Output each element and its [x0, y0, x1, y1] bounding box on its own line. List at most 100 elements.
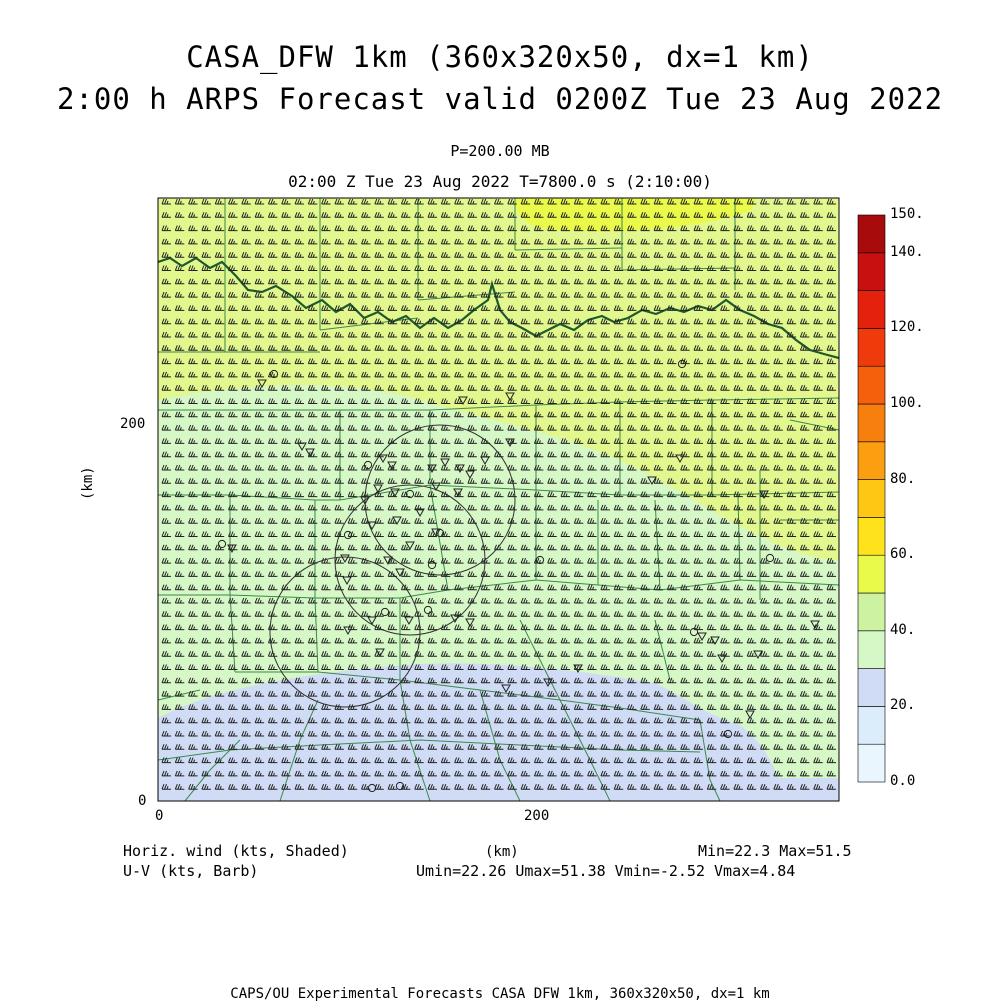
wind-barb: [174, 704, 185, 710]
wind-barb: [214, 557, 225, 564]
station-circle: [427, 560, 437, 570]
wind-barb: [533, 784, 544, 790]
station-circle: [765, 553, 775, 563]
wind-barb: [427, 544, 437, 551]
wind-barb: [666, 198, 677, 205]
wind-barb: [214, 212, 225, 218]
wind-barb: [174, 597, 185, 604]
wind-barb: [440, 677, 451, 684]
wind-barb: [560, 730, 570, 737]
wind-barb: [161, 265, 171, 271]
wind-barb: [374, 464, 384, 471]
wind-barb: [826, 770, 836, 777]
wind-barb: [440, 664, 451, 670]
wind-barb: [720, 571, 730, 577]
wind-barb: [653, 744, 664, 750]
wind-barb: [494, 291, 504, 298]
wind-barb: [400, 651, 411, 657]
wind-barb: [813, 544, 823, 551]
wind-barb: [520, 411, 531, 418]
wind-barb: [321, 597, 331, 604]
wind-barb: [427, 451, 437, 458]
wind-barb: [773, 531, 783, 537]
wind-barb: [520, 398, 531, 404]
wind-barb: [201, 371, 211, 378]
wind-barb: [347, 784, 358, 790]
wind-barb: [480, 611, 491, 617]
wind-barb: [414, 212, 424, 218]
wind-barb: [520, 677, 531, 684]
wind-barb: [547, 278, 557, 285]
wind-barb: [334, 345, 344, 351]
wind-barb: [547, 305, 557, 311]
wind-barb: [334, 491, 344, 498]
wind-barb: [400, 278, 411, 285]
wind-barb: [174, 584, 185, 591]
wind-barb: [666, 318, 677, 325]
wind-barb: [174, 385, 185, 391]
wind-barb: [241, 345, 251, 351]
wind-barb: [307, 198, 318, 205]
wind-barb: [627, 238, 637, 245]
wind-barb: [680, 238, 690, 245]
wind-barb: [374, 557, 384, 564]
wind-barb: [799, 252, 810, 258]
wind-barb: [267, 504, 278, 511]
wind-barb: [414, 252, 424, 258]
wind-barb: [494, 518, 504, 524]
wind-barb: [600, 305, 610, 311]
wind-barb: [334, 544, 344, 551]
wind-barb: [480, 597, 491, 604]
wind-barb: [587, 730, 597, 737]
wind-barb: [640, 278, 650, 285]
wind-barb: [813, 531, 823, 537]
colorbar-swatch: [857, 365, 886, 405]
wind-barb: [454, 358, 464, 365]
wind-barb: [613, 358, 624, 365]
wind-barb: [573, 491, 584, 498]
wind-barb: [427, 717, 437, 724]
wind-barb: [666, 571, 677, 577]
wind-barb: [706, 744, 717, 750]
wind-barb: [161, 571, 171, 577]
wind-barb: [587, 784, 597, 790]
wind-barb: [267, 385, 278, 391]
wind-barb: [507, 424, 517, 431]
wind-barb: [241, 411, 251, 418]
wind-barb: [627, 212, 637, 218]
wind-barb: [454, 385, 464, 391]
wind-barb: [454, 265, 464, 271]
wind-barb: [760, 717, 770, 724]
colorbar-swatch: [857, 743, 886, 783]
wind-barb: [321, 358, 331, 365]
wind-barb: [427, 318, 437, 325]
wind-barb: [267, 557, 278, 564]
wind-barb: [560, 424, 570, 431]
wind-barb: [746, 198, 757, 205]
wind-barb: [494, 584, 504, 591]
wind-barb: [307, 651, 318, 657]
wind-barb: [174, 265, 185, 271]
wind-barb: [427, 690, 437, 697]
wind-barb: [361, 504, 371, 511]
wind-barb: [573, 690, 584, 697]
colorbar-label: 150.: [890, 206, 924, 222]
wind-barb: [547, 411, 557, 418]
wind-barb: [627, 717, 637, 724]
wind-barb: [627, 291, 637, 298]
wind-barb: [826, 278, 836, 285]
wind-barb: [361, 544, 371, 551]
wind-barb: [773, 571, 783, 577]
wind-barb: [361, 265, 371, 271]
wind-barb: [533, 371, 544, 378]
wind-barb: [281, 212, 291, 218]
wind-barb: [826, 571, 836, 577]
wind-barb: [813, 637, 823, 644]
wind-barb: [520, 331, 531, 338]
wind-barb: [188, 624, 198, 631]
wind-barb: [440, 305, 451, 311]
wind-barb: [520, 730, 531, 737]
station-triangle: [390, 488, 400, 498]
wind-barb: [214, 252, 225, 258]
wind-barb: [627, 411, 637, 418]
